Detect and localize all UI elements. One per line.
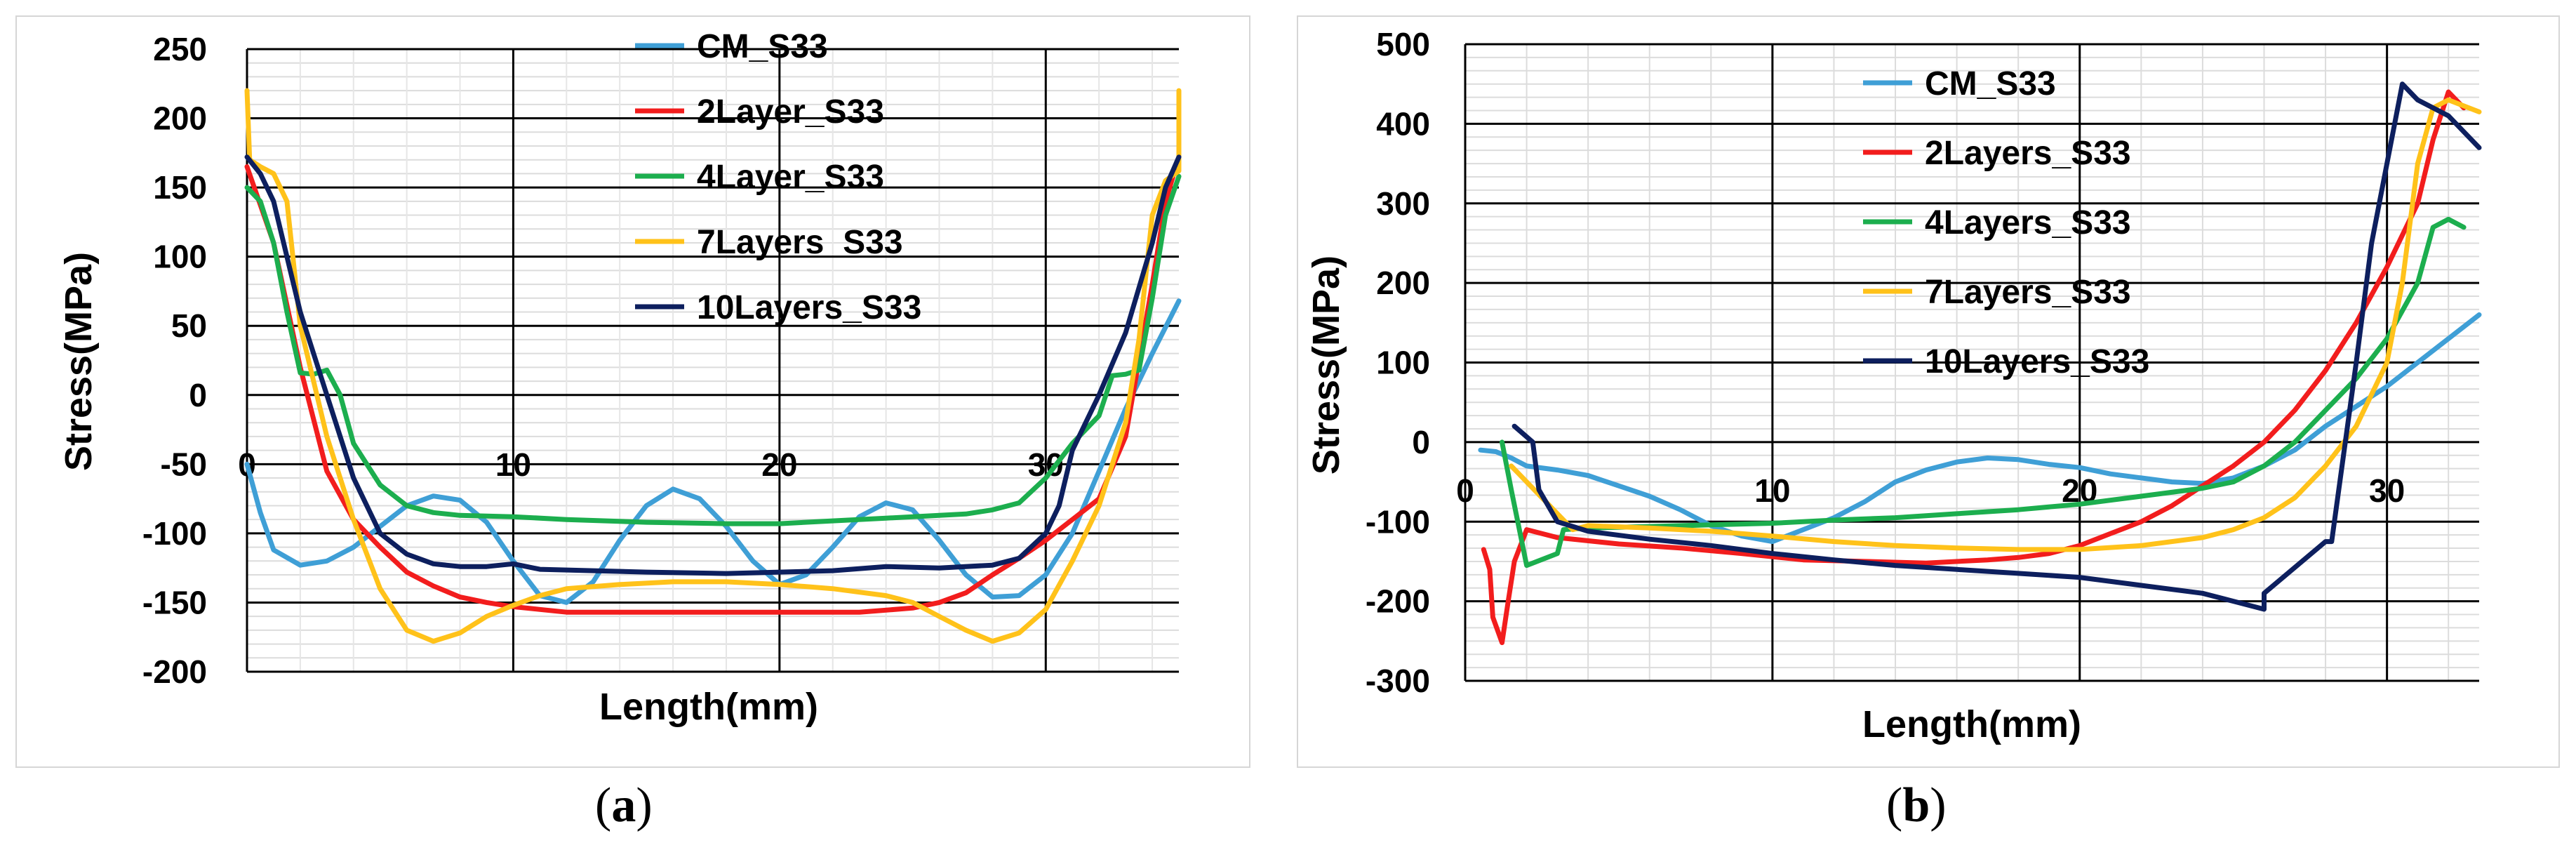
y-tick-label: -100	[1366, 503, 1430, 540]
legend-label: 7Layers_S33	[697, 224, 903, 261]
y-tick-label: -200	[1366, 583, 1430, 620]
panel-label-a-close: )	[636, 778, 653, 832]
x-tick-label: 10	[1754, 472, 1790, 509]
y-tick-label: 500	[1376, 26, 1430, 62]
legend-label: 2Layer_S33	[697, 93, 884, 131]
legend-label: 4Layer_S33	[697, 159, 884, 196]
series-line-10Layers_S33	[1511, 81, 2482, 612]
y-tick-label: 400	[1376, 105, 1430, 142]
legend-label: 7Layers_S33	[1925, 274, 2131, 311]
panel-label-b-open: (	[1886, 778, 1903, 832]
chart-frame-b	[1297, 15, 2560, 768]
legend-label: 4Layers_S33	[1925, 204, 2131, 241]
series-line-2Layer_S33	[244, 154, 1182, 615]
x-tick-label: 20	[761, 446, 797, 483]
y-tick-label: 50	[171, 307, 207, 344]
panel-label-b-letter: b	[1902, 778, 1930, 832]
y-tick-label: 250	[153, 31, 207, 67]
legend-label: CM_S33	[697, 28, 828, 65]
x-tick-label: 10	[495, 446, 531, 483]
series-line-CM_S33	[244, 298, 1182, 605]
series-line-CM_S33	[1478, 312, 2482, 545]
y-tick-label: 200	[153, 100, 207, 137]
legend-label: 2Layers_S33	[1925, 135, 2131, 172]
y-tick-label: 0	[189, 377, 207, 413]
panel-label-a-letter: a	[611, 778, 636, 832]
series-line-7Layers_S33	[244, 88, 1182, 644]
panel-label-a: (a)	[595, 778, 653, 834]
chart-frame-a	[15, 15, 1250, 768]
legend-label: 10Layers_S33	[697, 289, 921, 326]
x-tick-label: 30	[2369, 472, 2405, 509]
y-tick-label: -300	[1366, 663, 1430, 699]
x-axis-title: Length(mm)	[1862, 703, 2081, 745]
y-tick-label: -50	[161, 446, 207, 482]
panel-label-a-open: (	[595, 778, 612, 832]
series-line-2Layers_S33	[1481, 89, 2467, 646]
y-axis-title: Stress(MPa)	[58, 252, 100, 471]
y-tick-label: 100	[1376, 345, 1430, 381]
x-axis-title: Length(mm)	[599, 686, 818, 728]
y-tick-label: 0	[1412, 424, 1430, 460]
y-tick-label: 100	[153, 239, 207, 275]
y-tick-label: -150	[142, 584, 207, 620]
legend-label: CM_S33	[1925, 65, 2056, 102]
legend-label: 10Layers_S33	[1925, 343, 2149, 380]
y-tick-label: 200	[1376, 265, 1430, 301]
y-tick-label: 300	[1376, 185, 1430, 222]
panel-label-b: (b)	[1886, 778, 1947, 834]
y-tick-label: 150	[153, 169, 207, 206]
series-line-10Layers_S33	[244, 154, 1182, 576]
y-tick-label: -200	[142, 653, 207, 690]
series-line-4Layers_S33	[1500, 216, 2467, 569]
series-line-7Layers_S33	[1509, 97, 2482, 552]
y-axis-title: Stress(MPa)	[1305, 255, 1347, 474]
panel-label-b-close: )	[1930, 778, 1947, 832]
y-tick-label: -100	[142, 515, 207, 552]
